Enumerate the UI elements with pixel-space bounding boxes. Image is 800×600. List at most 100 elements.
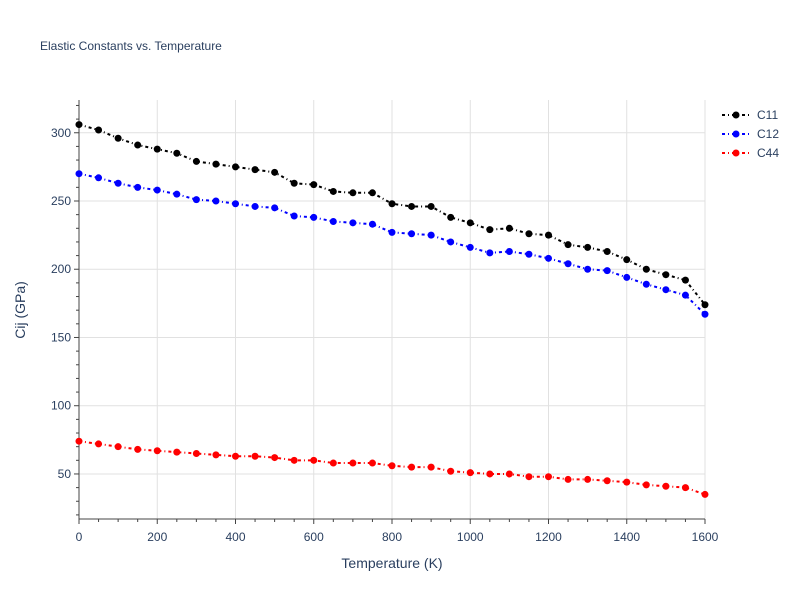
data-point-c12 xyxy=(310,213,318,221)
data-point-c11 xyxy=(466,219,474,227)
legend-marker xyxy=(732,130,740,138)
data-point-c44 xyxy=(603,477,611,485)
data-point-c11 xyxy=(329,187,337,195)
data-point-c12 xyxy=(525,250,533,258)
data-point-c44 xyxy=(447,467,455,475)
legend-item-c11[interactable]: C11 xyxy=(722,108,778,122)
data-point-c11 xyxy=(701,301,709,309)
data-point-c11 xyxy=(251,166,259,174)
data-point-c11 xyxy=(584,243,592,251)
data-point-c11 xyxy=(603,247,611,255)
data-point-c44 xyxy=(271,454,279,462)
x-tick-label: 0 xyxy=(76,530,83,544)
data-point-c11 xyxy=(310,181,318,189)
data-point-c12 xyxy=(623,273,631,281)
data-point-c11 xyxy=(153,145,161,153)
data-point-c12 xyxy=(290,212,298,220)
data-point-c12 xyxy=(584,265,592,273)
data-point-c11 xyxy=(408,202,416,210)
data-point-c12 xyxy=(564,260,572,268)
data-point-c12 xyxy=(505,247,513,255)
data-point-c44 xyxy=(545,473,552,481)
x-tick-label: 1600 xyxy=(692,530,719,544)
data-point-c44 xyxy=(388,462,396,470)
data-point-c12 xyxy=(95,174,103,182)
x-tick-label: 1400 xyxy=(613,530,640,544)
data-point-c11 xyxy=(427,202,435,210)
legend-item-c44[interactable]: C44 xyxy=(722,146,779,160)
data-point-c44 xyxy=(701,490,709,498)
x-tick-label: 1000 xyxy=(457,530,484,544)
series-layer xyxy=(75,121,709,498)
data-point-c12 xyxy=(232,200,239,208)
data-point-c11 xyxy=(114,134,122,142)
data-point-c12 xyxy=(192,196,200,204)
data-point-c11 xyxy=(642,265,650,273)
data-point-c11 xyxy=(75,121,83,129)
data-point-c12 xyxy=(349,219,357,227)
legend-item-c12[interactable]: C12 xyxy=(722,127,779,141)
data-point-c11 xyxy=(134,141,142,149)
legend-label: C44 xyxy=(757,146,779,160)
data-point-c44 xyxy=(368,459,376,467)
chart-title: Elastic Constants vs. Temperature xyxy=(40,39,222,53)
data-point-c44 xyxy=(525,473,533,481)
data-point-c44 xyxy=(349,459,357,467)
y-tick-label: 250 xyxy=(51,194,71,208)
legend-label: C12 xyxy=(757,127,779,141)
y-tick-label: 150 xyxy=(51,330,71,344)
data-point-c11 xyxy=(662,271,670,279)
y-axis-label: Cij (GPa) xyxy=(12,281,28,339)
data-point-c44 xyxy=(114,443,122,451)
data-point-c11 xyxy=(545,231,552,239)
data-point-c11 xyxy=(486,226,494,234)
x-tick-label: 400 xyxy=(225,530,245,544)
legend-marker xyxy=(732,149,740,157)
x-tick-label: 1200 xyxy=(535,530,562,544)
data-point-c44 xyxy=(408,463,416,471)
data-point-c44 xyxy=(310,456,318,464)
data-point-c12 xyxy=(681,291,689,299)
data-point-c11 xyxy=(95,126,103,134)
data-point-c12 xyxy=(701,310,709,318)
data-point-c44 xyxy=(505,470,513,478)
data-point-c11 xyxy=(290,179,298,187)
y-tick-label: 200 xyxy=(51,262,71,276)
data-point-c44 xyxy=(212,451,220,459)
data-point-c44 xyxy=(681,484,689,492)
data-point-c12 xyxy=(447,238,455,246)
data-point-c44 xyxy=(642,481,650,489)
data-point-c12 xyxy=(486,249,494,257)
data-point-c12 xyxy=(271,204,279,212)
legend-marker xyxy=(732,111,740,119)
legend[interactable]: C11 C12 C44 xyxy=(722,108,779,160)
y-tick-label: 50 xyxy=(58,467,72,481)
data-point-c11 xyxy=(192,157,200,165)
data-point-c12 xyxy=(75,170,83,178)
data-point-c44 xyxy=(232,452,239,460)
data-point-c44 xyxy=(466,469,474,477)
data-point-c12 xyxy=(427,231,435,239)
axes xyxy=(74,100,706,524)
data-point-c12 xyxy=(251,202,259,210)
data-point-c11 xyxy=(681,276,689,284)
data-point-c12 xyxy=(603,267,611,275)
data-point-c12 xyxy=(388,228,396,236)
data-point-c12 xyxy=(212,197,220,205)
data-point-c12 xyxy=(545,254,552,262)
data-point-c11 xyxy=(447,213,455,221)
data-point-c44 xyxy=(173,448,181,456)
data-point-c11 xyxy=(173,149,181,157)
data-point-c11 xyxy=(623,256,631,264)
x-tick-label: 600 xyxy=(304,530,324,544)
data-point-c44 xyxy=(134,445,142,453)
data-point-c11 xyxy=(349,189,357,197)
data-point-c44 xyxy=(427,463,435,471)
data-point-c12 xyxy=(134,183,142,191)
x-tick-label: 800 xyxy=(382,530,402,544)
y-tick-label: 300 xyxy=(51,126,71,140)
tick-labels: 0 200 400 600 800 1000 1200 1400 1600 50 100 150 200… xyxy=(51,126,719,544)
data-point-c11 xyxy=(232,163,239,171)
data-point-c12 xyxy=(368,220,376,228)
